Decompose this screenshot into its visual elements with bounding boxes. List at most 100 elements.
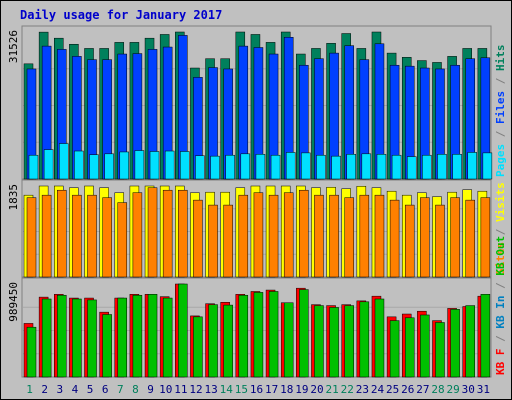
x-tick-label: 22 [341, 383, 354, 396]
bar-sites-day-21 [329, 194, 339, 278]
bar-kb-out-day-13 [208, 304, 218, 378]
bar-pages-day-19 [301, 152, 311, 180]
x-tick-label: 27 [416, 383, 429, 396]
bar-sites-day-23 [359, 194, 370, 278]
legend-visits: Sites / Visits [494, 182, 507, 275]
x-tick-label: 3 [57, 383, 64, 396]
bar-pages-day-5 [89, 154, 99, 180]
bar-pages-day-20 [316, 154, 326, 180]
bar-sites-day-17 [268, 194, 279, 278]
bar-pages-day-24 [376, 154, 387, 180]
bar-sites-day-30 [465, 199, 475, 278]
bar-sites-day-3 [57, 189, 67, 278]
bar-kb-out-day-7 [117, 297, 128, 378]
bar-pages-day-6 [104, 153, 114, 180]
x-tick-label: 2 [41, 383, 48, 396]
bar-pages-day-14 [225, 154, 235, 180]
x-tick-label: 12 [189, 383, 202, 396]
bar-sites-day-26 [404, 204, 415, 278]
x-tick-label: 15 [235, 383, 248, 396]
x-tick-label: 14 [220, 383, 234, 396]
bar-pages-day-9 [149, 151, 160, 180]
bar-sites-day-20 [314, 194, 324, 278]
x-tick-label: 13 [204, 383, 217, 396]
bar-pages-day-26 [406, 156, 417, 180]
legend-entry: / [494, 71, 507, 91]
x-tick-label: 16 [250, 383, 263, 396]
bar-sites-day-22 [344, 197, 354, 278]
bar-kb-out-day-22 [344, 305, 354, 378]
bar-pages-day-17 [270, 154, 281, 180]
legend-entry: Files [494, 91, 507, 124]
bar-kb-out-day-19 [299, 289, 309, 378]
bar-sites-day-6 [102, 197, 112, 278]
legend-entry: / [494, 222, 507, 242]
bar-kb-out-day-24 [374, 298, 385, 378]
bar-pages-day-12 [195, 155, 205, 180]
bar-sites-day-18 [283, 192, 294, 278]
bar-pages-day-7 [119, 151, 130, 180]
bar-kb-out-day-1 [26, 326, 37, 378]
bar-kb-out-day-27 [420, 314, 430, 378]
bar-sites-day-27 [420, 197, 430, 278]
bar-kb-out-day-30 [465, 305, 475, 378]
legend-entry: / [494, 276, 507, 296]
bar-sites-day-15 [238, 194, 249, 278]
x-tick-label: 26 [401, 383, 414, 396]
bar-pages-day-4 [74, 150, 84, 180]
bar-kb-out-day-3 [57, 294, 67, 378]
x-tick-label: 29 [447, 383, 460, 396]
bar-sites-day-11 [178, 189, 188, 278]
bar-kb-out-day-18 [283, 302, 294, 378]
x-tick-label: 8 [132, 383, 139, 396]
bar-kb-out-day-15 [238, 294, 249, 378]
bar-sites-day-24 [374, 194, 385, 278]
legend-requests: Pages / Files / Hits [494, 45, 507, 178]
bar-pages-day-25 [391, 154, 402, 180]
x-tick-label: 31 [477, 383, 490, 396]
bar-sites-day-5 [87, 194, 97, 278]
bar-pages-day-13 [210, 155, 220, 180]
bar-kb-out-day-2 [41, 298, 52, 378]
x-tick-label: 17 [265, 383, 278, 396]
bar-kb-out-day-20 [314, 305, 324, 378]
x-tick-label: 20 [310, 383, 323, 396]
legend-entry: Pages [494, 144, 507, 177]
bar-pages-day-16 [255, 154, 266, 180]
legend-entry: KB Out [494, 236, 507, 276]
bar-sites-day-19 [299, 189, 309, 278]
legend-entry: Visits [494, 182, 507, 222]
x-tick-label: 21 [326, 383, 339, 396]
bar-kb-out-day-12 [193, 316, 203, 378]
bar-pages-day-30 [467, 152, 477, 180]
bar-sites-day-14 [223, 204, 233, 278]
bar-kb-out-day-8 [132, 294, 143, 378]
bar-sites-day-10 [162, 189, 173, 278]
bar-kb-out-day-11 [178, 283, 188, 378]
bar-sites-day-2 [41, 194, 52, 278]
x-tick-label: 7 [117, 383, 124, 396]
bar-sites-day-4 [72, 194, 82, 278]
bar-sites-day-1 [26, 197, 37, 278]
bar-sites-day-25 [389, 199, 400, 278]
bar-pages-day-29 [452, 154, 462, 180]
bar-pages-day-2 [43, 149, 54, 180]
bar-kb-out-day-31 [480, 294, 491, 378]
x-tick-label: 11 [174, 383, 187, 396]
x-tick-label: 30 [462, 383, 475, 396]
bar-pages-day-10 [164, 150, 175, 180]
bar-pages-day-23 [361, 153, 372, 180]
x-tick-label: 25 [386, 383, 399, 396]
x-tick-label: 18 [280, 383, 293, 396]
bar-pages-day-1 [28, 154, 39, 180]
bar-sites-day-8 [132, 192, 143, 278]
y-axis-max-label: 31526 [7, 30, 20, 63]
bar-kb-out-day-6 [102, 314, 112, 378]
x-tick-label: 5 [87, 383, 94, 396]
bar-sites-day-29 [450, 197, 460, 278]
bar-pages-day-28 [437, 154, 447, 180]
y-axis-max-label: 1835 [7, 184, 20, 211]
bar-kb-out-day-4 [72, 298, 82, 378]
bar-sites-day-12 [193, 199, 203, 278]
